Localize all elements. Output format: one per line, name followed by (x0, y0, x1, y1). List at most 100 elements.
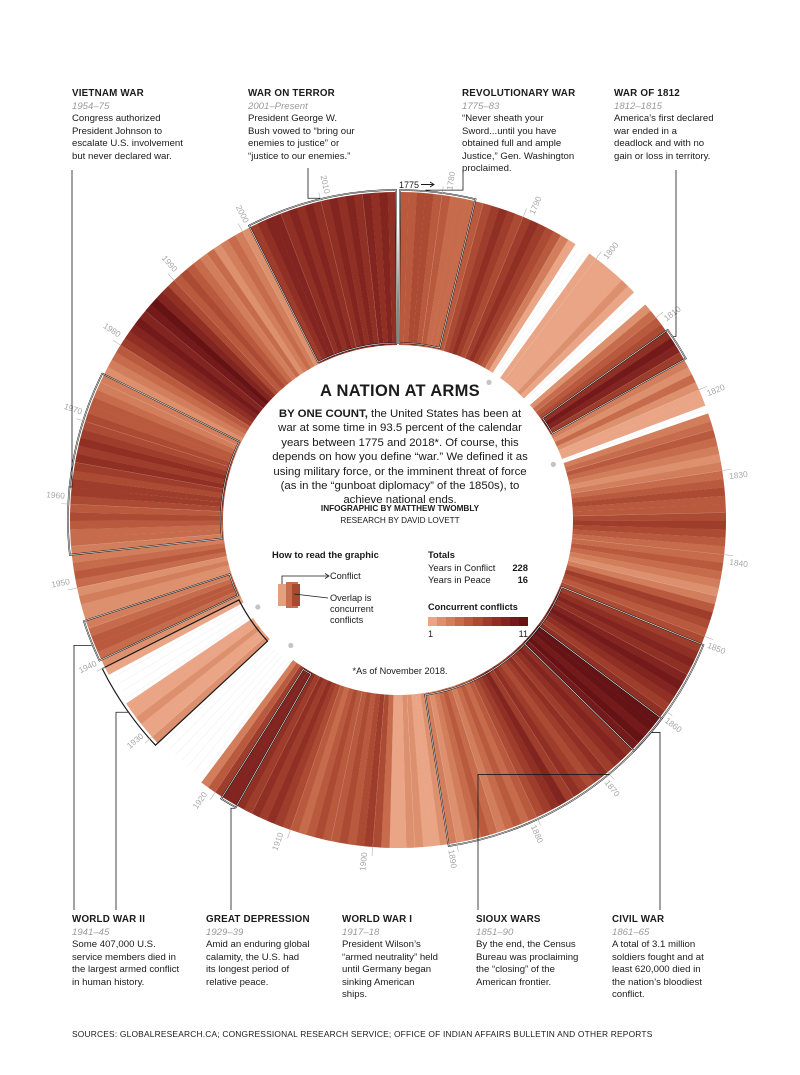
year-segment-1991 (180, 268, 286, 390)
decade-tick-1900 (371, 847, 374, 857)
year-segment-2015 (362, 193, 384, 347)
year-segment-1858 (542, 614, 675, 704)
scale-swatch-2 (437, 617, 447, 626)
year-segment-1872 (499, 660, 595, 788)
start-arrow-icon (421, 181, 435, 188)
year-segment-1984 (139, 310, 264, 412)
year-separator-1905 (330, 691, 363, 842)
year-segment-1975 (100, 374, 242, 447)
year-segment-2006 (288, 208, 344, 356)
year-segment-1840 (571, 538, 725, 564)
year-segment-1833 (572, 495, 726, 512)
year-segment-2018 (387, 192, 398, 346)
year-segment-2004 (272, 213, 336, 359)
year-separator-1985 (145, 310, 264, 409)
year-segment-1874 (491, 665, 581, 798)
war-description: “Never sheath your Sword...until you hav… (462, 113, 575, 174)
decade-tick-1810 (655, 311, 664, 318)
peace-dot-1936 (255, 604, 261, 610)
decade-tick-1850 (704, 636, 714, 640)
decade-label-1810: 1810 (662, 304, 683, 323)
year-segment-1862 (532, 628, 655, 731)
year-segment-1799 (500, 253, 597, 381)
year-segment-1915 (243, 674, 320, 814)
year-segment-1879 (471, 676, 545, 818)
chart-title: A NATION AT ARMS (319, 382, 480, 400)
year-separator-1900 (372, 694, 385, 848)
years-conflict-value: 228 (512, 561, 528, 573)
credits: INFOGRAPHIC BY MATTHEW TWOMBLY RESEARCH … (270, 503, 530, 527)
year-segment-1980 (120, 337, 253, 427)
concurrent-title: Concurrent conflicts (428, 602, 518, 612)
year-segment-1973 (93, 389, 238, 455)
decade-label-1880: 1880 (529, 823, 546, 844)
decade-tick-2000 (237, 223, 243, 232)
year-segment-1791 (468, 220, 539, 362)
year-segment-1902 (347, 692, 376, 846)
year-segment-1910 (282, 683, 341, 830)
year-segment-1934 (126, 617, 256, 711)
year-separator-1835 (572, 512, 726, 517)
war-title: CIVIL WAR (612, 914, 665, 925)
war-title: REVOLUTIONARY WAR (462, 88, 576, 99)
year-segment-1919 (215, 665, 305, 797)
year-separator-1910 (290, 685, 341, 830)
year-separator-1805 (520, 285, 629, 396)
peace-year-1806 (528, 297, 635, 398)
year-segment-1943 (91, 582, 237, 645)
year-segment-1805 (520, 286, 635, 399)
year-segment-1911 (274, 682, 337, 827)
year-segment-1855 (550, 602, 688, 683)
scale-swatch-4 (455, 617, 465, 626)
year-segment-1853 (554, 594, 695, 668)
year-segment-1814 (546, 345, 680, 431)
year-segment-1949 (77, 556, 228, 597)
year-segment-1883 (455, 683, 514, 830)
year-separator-1815 (548, 352, 681, 431)
intro-body: the United States has been at war at som… (272, 408, 528, 507)
outline-inner-vietnam-war (67, 373, 240, 556)
leader-civil-war (651, 732, 661, 910)
decade-tick-1840 (724, 554, 734, 556)
year-segment-1841 (570, 542, 724, 572)
year-segment-1882 (459, 682, 522, 828)
year-segment-1986 (150, 298, 270, 406)
year-segment-1820 (558, 389, 703, 455)
decade-label-1910: 1910 (270, 831, 286, 852)
decade-label-1980: 1980 (102, 321, 123, 340)
year-segment-1825 (566, 429, 716, 477)
year-separator-1915 (251, 676, 321, 814)
scale-max-label: 11 (518, 629, 528, 639)
decade-label-1900: 1900 (357, 851, 369, 871)
peace-year-1927 (169, 646, 272, 750)
year-segment-1978 (111, 352, 248, 435)
year-segment-1990 (174, 274, 282, 393)
decade-label-2000: 2000 (234, 203, 252, 224)
year-separator-1980 (120, 344, 251, 427)
year-segment-1957 (70, 520, 224, 530)
leader-war-of-1812 (673, 170, 677, 337)
how-to-read-legend: How to read the graphic (272, 549, 402, 560)
annotation-great-depression: GREAT DEPRESSION 1929–39 Amid an endurin… (206, 914, 310, 989)
year-segment-1870 (506, 654, 608, 778)
war-title: WAR ON TERROR (248, 88, 335, 99)
year-segment-1866 (519, 642, 633, 756)
year-separator-1975 (100, 381, 240, 447)
year-segment-1983 (134, 317, 261, 416)
outline-inner-world-war-ii (83, 573, 239, 661)
year-segment-1817 (552, 366, 693, 443)
leader-sioux-wars (477, 774, 610, 910)
war-description: Some 407,000 U.S. service members died i… (72, 939, 180, 988)
year-segment-1998 (227, 235, 312, 371)
year-separator-1990 (173, 280, 279, 393)
color-scale-labels: 1 11 (428, 629, 528, 639)
year-segment-2008 (304, 203, 353, 353)
outline-inner-world-war-i (220, 669, 312, 808)
year-segment-1947 (80, 564, 231, 613)
year-segment-1836 (572, 520, 726, 530)
peace-dot-1924 (288, 642, 294, 649)
year-segment-1953 (71, 538, 225, 564)
decade-tick-2010 (318, 192, 322, 202)
year-segment-1913 (259, 678, 329, 821)
